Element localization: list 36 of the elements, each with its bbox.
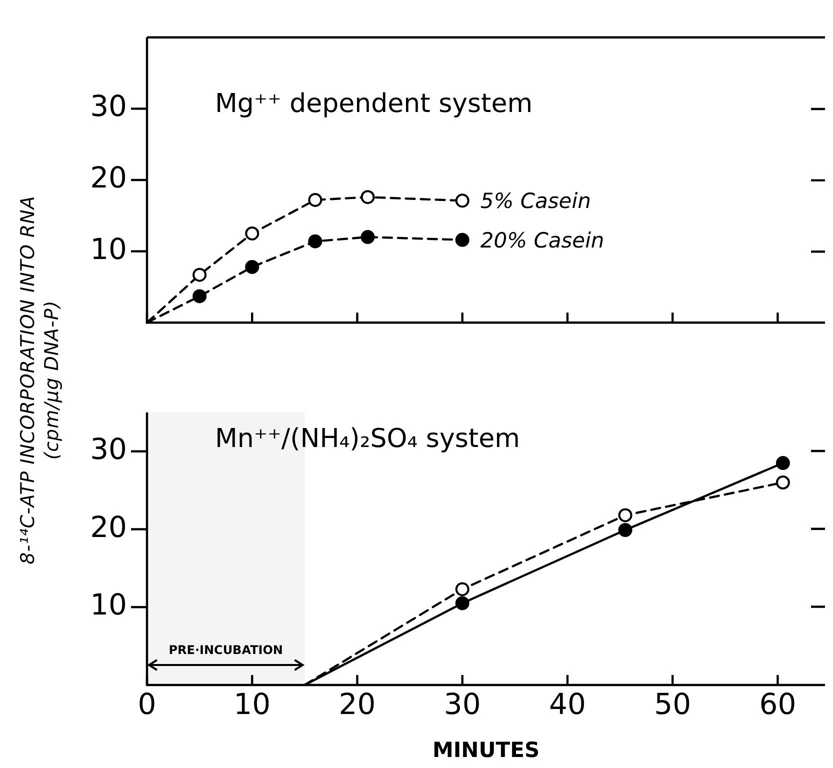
- point: [618, 523, 632, 538]
- x-tick-label: 0: [138, 686, 156, 721]
- x-tick-label: 60: [759, 686, 796, 721]
- series-label: 20% Casein: [480, 228, 604, 252]
- point: [245, 260, 260, 274]
- point: [776, 456, 790, 470]
- point: [360, 190, 375, 204]
- point: [245, 226, 260, 240]
- y-tick-label: 20: [90, 510, 127, 544]
- point: [308, 234, 322, 248]
- y-tick-label: 10: [90, 588, 127, 622]
- point: [618, 508, 632, 522]
- point: [455, 194, 470, 208]
- text: Mn⁺⁺/(NH₄)₂SO₄ system: [215, 424, 520, 454]
- y-tick-label: 30: [90, 432, 127, 466]
- point: [192, 289, 207, 304]
- text: Mg⁺⁺ dependent system: [215, 89, 533, 120]
- y-axis-title: 8-¹⁴C-ATP INCORPORATION INTO RNA (cpm/µg DNA-P): [16, 196, 64, 564]
- x-axis-title: MINUTES: [432, 738, 540, 762]
- x-tick-label: 20: [338, 686, 376, 721]
- band-label: PRE·INCUBATION: [168, 643, 283, 658]
- x-tick-label: 50: [654, 686, 692, 721]
- x-tick-label: 30: [444, 686, 481, 721]
- y-tick-label: 30: [90, 89, 127, 124]
- x-tick-label: 10: [234, 686, 271, 721]
- series-label: 5% Casein: [480, 189, 591, 214]
- point: [455, 582, 470, 596]
- point: [455, 232, 470, 247]
- point: [455, 596, 470, 610]
- point: [192, 268, 207, 282]
- y-tick-label: 10: [90, 232, 127, 266]
- point: [360, 230, 375, 244]
- point: [776, 475, 790, 490]
- x-tick-label: 40: [549, 686, 586, 721]
- y-tick-label: 20: [90, 160, 127, 195]
- point: [308, 192, 322, 207]
